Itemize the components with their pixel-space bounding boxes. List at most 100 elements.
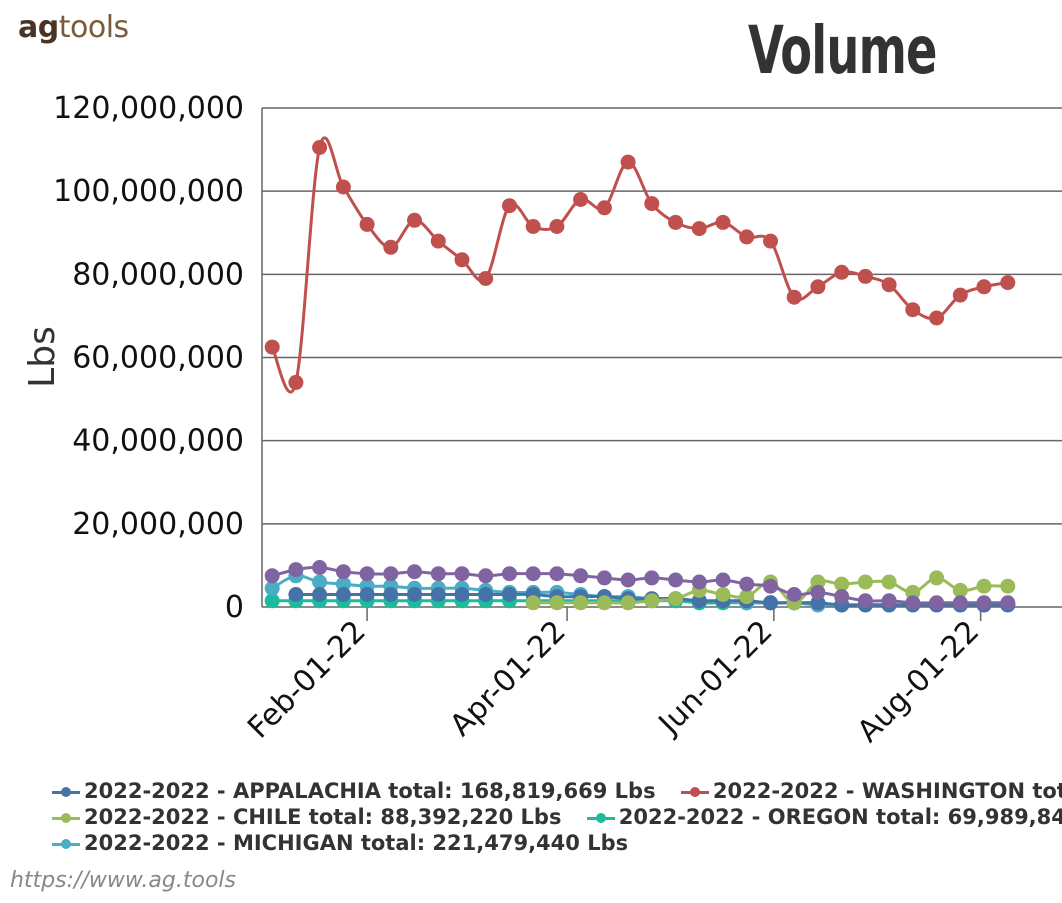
y-tick-label: 0: [225, 590, 244, 625]
data-point: [525, 595, 541, 611]
data-point: [739, 576, 755, 592]
data-point: [691, 221, 707, 237]
data-point: [383, 239, 399, 255]
data-point: [525, 219, 541, 234]
y-tick-labels: 0 20,000,000 40,000,000 60,000,000 80,000,00…: [53, 91, 244, 625]
data-point: [407, 564, 422, 580]
legend-label: 2022-2022 - MICHIGAN total: 221,479,440 …: [84, 831, 629, 855]
chart-title: Volume: [748, 12, 937, 89]
data-point: [454, 587, 470, 602]
legend-marker-icon: [680, 785, 709, 799]
data-point: [929, 310, 945, 326]
data-point: [644, 570, 660, 586]
legend-marker-icon: [52, 811, 80, 825]
data-point: [691, 574, 707, 590]
logo-light-text: tools: [58, 10, 129, 45]
data-point: [407, 587, 422, 602]
data-point: [905, 584, 921, 600]
data-point: [1000, 578, 1016, 594]
data-point: [905, 595, 921, 611]
data-point: [502, 198, 517, 214]
data-point: [502, 587, 517, 602]
data-point: [430, 587, 446, 602]
data-point: [454, 252, 470, 268]
legend-row: 2022-2022 - MICHIGAN total: 221,479,440 …: [52, 830, 1062, 856]
legend-label: 2022-2022 - WASHINGTON total: 4: [712, 779, 1062, 803]
agtools-logo[interactable]: agtools: [18, 10, 129, 45]
data-point: [596, 595, 612, 611]
series-group: [264, 560, 1016, 611]
data-point: [359, 216, 375, 232]
legend-item-chile[interactable]: 2022-2022 - CHILE total: 88,392,220 Lbs: [52, 804, 561, 830]
data-point: [810, 574, 826, 590]
data-point: [763, 233, 778, 249]
data-point: [763, 595, 778, 611]
data-point: [596, 200, 612, 216]
legend-item-washington[interactable]: 2022-2022 - WASHINGTON total: 4: [680, 778, 1062, 804]
data-point: [573, 595, 589, 611]
x-tick-label: Apr-01-22: [443, 614, 572, 743]
data-point: [596, 570, 612, 586]
data-point: [763, 578, 778, 594]
data-point: [834, 264, 850, 280]
y-tick-label: 60,000,000: [72, 341, 244, 376]
source-url[interactable]: https://www.ag.tools: [10, 868, 236, 893]
legend-marker-icon: [586, 811, 615, 825]
data-point: [430, 233, 446, 249]
data-point: [905, 302, 921, 318]
data-point: [620, 572, 636, 588]
data-point: [786, 289, 802, 305]
data-point: [715, 587, 731, 602]
data-point: [549, 595, 565, 611]
data-point: [739, 589, 755, 605]
data-point: [383, 587, 399, 602]
data-point: [976, 578, 992, 594]
y-tick-label: 120,000,000: [53, 91, 244, 126]
data-point: [359, 587, 375, 602]
data-point: [549, 566, 565, 582]
data-point: [857, 268, 873, 284]
y-tick-label: 80,000,000: [72, 257, 244, 292]
data-point: [976, 595, 992, 611]
legend-item-michigan[interactable]: 2022-2022 - MICHIGAN total: 221,479,440 …: [52, 830, 628, 856]
y-axis-label: Lbs: [22, 326, 63, 388]
data-point: [691, 593, 707, 609]
data-point: [976, 279, 992, 295]
data-point: [834, 576, 850, 592]
data-point: [881, 277, 897, 293]
data-point: [881, 574, 897, 590]
data-point: [952, 595, 968, 611]
data-point: [810, 584, 826, 600]
series-lines: [264, 136, 1016, 613]
data-point: [430, 566, 446, 582]
series-group: [525, 570, 1016, 611]
data-point: [478, 568, 494, 584]
grid-lines: [261, 107, 1062, 621]
data-point: [668, 591, 684, 607]
legend-item-appalachia[interactable]: 2022-2022 - APPALACHIA total: 168,819,66…: [52, 778, 656, 804]
data-point: [335, 576, 351, 592]
y-tick-label: 20,000,000: [72, 507, 244, 542]
legend-item-oregon[interactable]: 2022-2022 - OREGON total: 69,989,840 L: [586, 804, 1062, 830]
y-tick-label: 40,000,000: [72, 424, 244, 459]
data-point: [952, 582, 968, 598]
x-tick-label: Jun-01-22: [651, 614, 780, 743]
data-point: [929, 570, 945, 586]
data-point: [929, 595, 945, 611]
data-point: [810, 595, 826, 611]
data-point: [1000, 595, 1016, 611]
data-point: [335, 564, 351, 580]
data-point: [1000, 275, 1016, 291]
logo-bold-text: ag: [18, 10, 59, 45]
data-point: [573, 192, 589, 207]
data-point: [668, 572, 684, 588]
data-point: [264, 568, 280, 584]
chart-legend: 2022-2022 - APPALACHIA total: 168,819,66…: [52, 778, 1062, 856]
series-group: [264, 136, 1016, 394]
data-point: [383, 566, 399, 582]
data-point: [288, 587, 304, 602]
data-point: [739, 229, 755, 245]
data-point: [335, 587, 351, 602]
data-point: [644, 593, 660, 609]
